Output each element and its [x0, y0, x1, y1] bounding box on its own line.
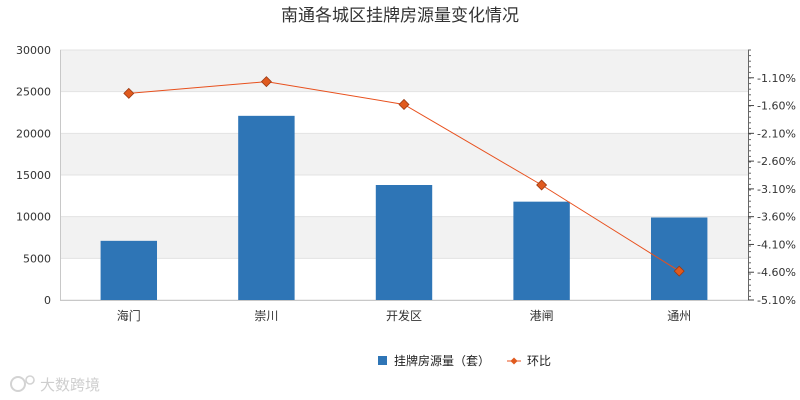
left-tick-label: 20000 [16, 127, 51, 140]
chart-title: 南通各城区挂牌房源量变化情况 [281, 6, 519, 26]
legend-bar-label: 挂牌房源量（套） [394, 353, 490, 368]
watermark: 大数跨境 [10, 375, 100, 394]
line-series [123, 76, 685, 277]
plot-background-bands [60, 50, 748, 300]
right-tick-label: -3.10% [757, 183, 796, 196]
right-tick-label: -1.10% [757, 72, 796, 85]
left-tick-label: 0 [44, 294, 51, 307]
right-tick-label: -3.60% [757, 211, 796, 224]
axes [60, 49, 751, 301]
legend: 挂牌房源量（套） 环比 [378, 353, 551, 368]
left-tick-label: 15000 [16, 169, 51, 182]
category-label: 通州 [667, 309, 691, 323]
category-label: 崇川 [254, 309, 278, 323]
bar [650, 217, 708, 300]
right-tick-label: -5.10% [757, 294, 796, 307]
line-point [123, 87, 135, 99]
right-tick-label: -4.10% [757, 238, 796, 251]
bar [375, 185, 433, 300]
left-tick-label: 5000 [23, 252, 51, 265]
bar-series [100, 115, 708, 300]
left-tick-label: 30000 [16, 44, 51, 57]
watermark-text: 大数跨境 [40, 376, 100, 394]
right-tick-label: -2.60% [757, 155, 796, 168]
plot-band [60, 91, 748, 134]
right-tick-label: -2.10% [757, 127, 796, 140]
plot-band [60, 50, 748, 92]
bar [238, 115, 295, 300]
watermark-logo [10, 375, 35, 392]
line-point [398, 98, 410, 110]
line-point [260, 76, 272, 88]
line-point [673, 265, 685, 277]
category-labels: 海门 崇川 开发区 港闸 通州 [117, 308, 691, 323]
legend-line-label: 环比 [527, 354, 551, 368]
plot-band [60, 133, 748, 175]
bar [513, 201, 570, 300]
category-label: 港闸 [530, 309, 554, 323]
left-tick-label: 10000 [16, 211, 51, 224]
left-axis-ticks: 0 5000 10000 15000 20000 25000 30000 [16, 44, 51, 307]
line-point [536, 179, 548, 191]
right-tick-label: -1.60% [757, 100, 796, 113]
bar [100, 240, 158, 300]
legend-line-marker [510, 357, 518, 365]
right-tick-label: -4.60% [757, 266, 796, 279]
right-axis-ticks: -1.10% -1.60% -2.10% -2.60% -3.10% -3.60% -4.1… [748, 72, 796, 307]
legend-bar-swatch [378, 356, 387, 365]
category-label: 海门 [117, 308, 141, 323]
category-label: 开发区 [386, 308, 422, 323]
left-tick-label: 25000 [16, 86, 51, 99]
